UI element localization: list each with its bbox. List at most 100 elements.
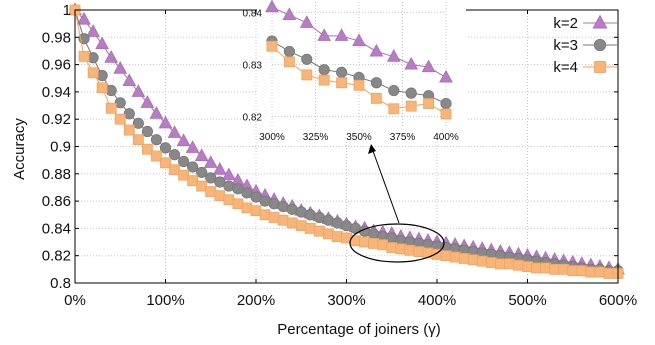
series-k=2-point-6 xyxy=(122,73,137,86)
x-axis-label: Percentage of joiners (γ) xyxy=(277,321,440,338)
inset-series-k=4-point-9 xyxy=(423,98,435,109)
series-k=3-point-4 xyxy=(105,84,117,97)
x-tick-label: 600% xyxy=(599,292,637,309)
y-tick-label: 0.8 xyxy=(50,275,71,292)
series-k=2-point-15 xyxy=(203,155,218,168)
series-k=3-point-18 xyxy=(232,183,244,195)
series-k=4-point-53 xyxy=(549,263,561,275)
inset-series-k=2-point-6 xyxy=(369,43,384,57)
inset-series-k=3-point-1 xyxy=(283,45,295,58)
series-k=2-point-2 xyxy=(86,24,100,37)
series-k=3-point-15 xyxy=(205,172,217,184)
x-tick-label: 500% xyxy=(508,292,546,309)
series-k=4-point-21 xyxy=(259,209,271,221)
series-k=4-point-28 xyxy=(322,228,334,240)
inset-series-k=4 xyxy=(266,40,452,120)
series-k=4-point-56 xyxy=(576,265,588,277)
inset-series-k=3-point-8 xyxy=(405,87,417,99)
series-k=3-point-13 xyxy=(187,161,199,173)
series-k=4-point-43 xyxy=(458,253,470,264)
series-k=4-point-27 xyxy=(313,225,325,237)
series-k=4-point-45 xyxy=(476,255,488,267)
y-tick-label: 0.98 xyxy=(42,29,71,46)
inset-series-k=2-point-9 xyxy=(421,59,436,73)
pointer-arrow xyxy=(372,150,400,224)
inset-series-k=4-point-7 xyxy=(388,103,400,115)
series-k=4-point-12 xyxy=(178,169,190,181)
inset-series-k=4-point-3 xyxy=(318,74,330,86)
series-k=3-point-20 xyxy=(250,191,262,203)
inset-x-tick-label: 375% xyxy=(390,132,416,143)
legend-label-k=3: k=3 xyxy=(553,37,578,54)
main-ticks: 0.80.820.840.860.880.90.920.940.960.9810… xyxy=(42,2,637,309)
inset-series-k=2-point-3 xyxy=(317,28,332,41)
series-k=4-point-11 xyxy=(169,164,180,176)
series-k=4-point-59 xyxy=(603,268,615,279)
series-k=4-point-41 xyxy=(440,250,452,262)
series-k=3-point-2 xyxy=(87,52,99,64)
inset-series-k=4-point-4 xyxy=(336,77,348,89)
series-k=4-point-8 xyxy=(141,143,153,155)
inset-series-k=2-point-1 xyxy=(282,7,297,21)
pointer-arrowhead xyxy=(368,144,376,154)
series-k=4-point-49 xyxy=(513,259,524,271)
series-k=4 xyxy=(69,4,624,279)
inset-x-tick-label: 350% xyxy=(346,132,372,143)
inset-zoom-panel: 0.82 0.83 0.84 300% 325% 350% 375% 400% xyxy=(243,0,466,143)
series-k=4-point-42 xyxy=(449,251,461,263)
series-k=4-point-6 xyxy=(123,124,135,136)
inset-series-k=2-point-0 xyxy=(265,0,279,13)
inset-series-k=3-point-7 xyxy=(388,84,400,97)
series-k=4-point-13 xyxy=(187,175,199,187)
series-k=4-point-15 xyxy=(205,186,217,197)
series-k=4-point-44 xyxy=(467,254,479,266)
series-k=4-point-14 xyxy=(196,180,208,192)
y-tick-label: 1 xyxy=(63,2,71,19)
series-k=2-point-9 xyxy=(149,106,164,119)
series-k=4-point-38 xyxy=(413,246,425,258)
series-k=4-point-48 xyxy=(503,258,515,270)
series-k=3-point-5 xyxy=(114,97,126,109)
series-k=4-point-37 xyxy=(404,244,416,256)
series-k=4-point-54 xyxy=(558,263,570,275)
series-k=3-point-10 xyxy=(159,142,172,154)
inset-y-tick-label: 0.82 xyxy=(243,113,263,124)
legend: k=2 k=3 k=4 xyxy=(553,14,617,76)
inset-series-k=4-point-8 xyxy=(405,100,417,112)
series-k=4-point-34 xyxy=(377,239,389,251)
series-k=4-point-16 xyxy=(214,190,226,202)
series-k=4-point-51 xyxy=(531,262,542,274)
inset-series-k=2-point-7 xyxy=(386,49,401,62)
x-tick-label: 200% xyxy=(237,292,275,309)
series-k=4-point-29 xyxy=(332,231,343,242)
inset-series-k=3-point-6 xyxy=(370,77,382,89)
inset-series-k=2-point-8 xyxy=(404,56,419,70)
series-k=4-point-18 xyxy=(232,198,244,210)
y-tick-label: 0.9 xyxy=(50,139,71,156)
series-k=2-point-4 xyxy=(104,50,119,63)
inset-series-k=4-point-6 xyxy=(370,92,382,104)
series-k=4-point-20 xyxy=(250,205,262,217)
inset-series-k=3 xyxy=(266,35,452,110)
inset-series-k=2-point-4 xyxy=(334,28,349,41)
series-k=4-point-50 xyxy=(522,261,533,273)
y-tick-label: 0.96 xyxy=(42,57,71,74)
series-k=2-point-12 xyxy=(176,133,191,147)
inset-x-tick-label: 325% xyxy=(303,132,329,143)
legend-marker-k=3-point-0 xyxy=(593,38,607,52)
series-k=4-point-46 xyxy=(485,257,497,268)
series-k=3-point-7 xyxy=(132,117,144,129)
series-k=3-point-6 xyxy=(123,108,135,120)
inset-x-tick-label: 300% xyxy=(259,132,285,143)
series-k=4-point-55 xyxy=(567,265,579,277)
series-k=4-point-32 xyxy=(359,236,371,248)
legend-marker-k=4-point-0 xyxy=(594,61,606,73)
series-k=2-point-14 xyxy=(194,148,209,162)
series-k=3-point-9 xyxy=(150,134,163,146)
inset-series-k=3-point-10 xyxy=(440,97,452,110)
y-tick-label: 0.94 xyxy=(42,84,71,101)
series-k=4-point-24 xyxy=(286,217,298,229)
series-k=4-point-47 xyxy=(494,258,506,270)
